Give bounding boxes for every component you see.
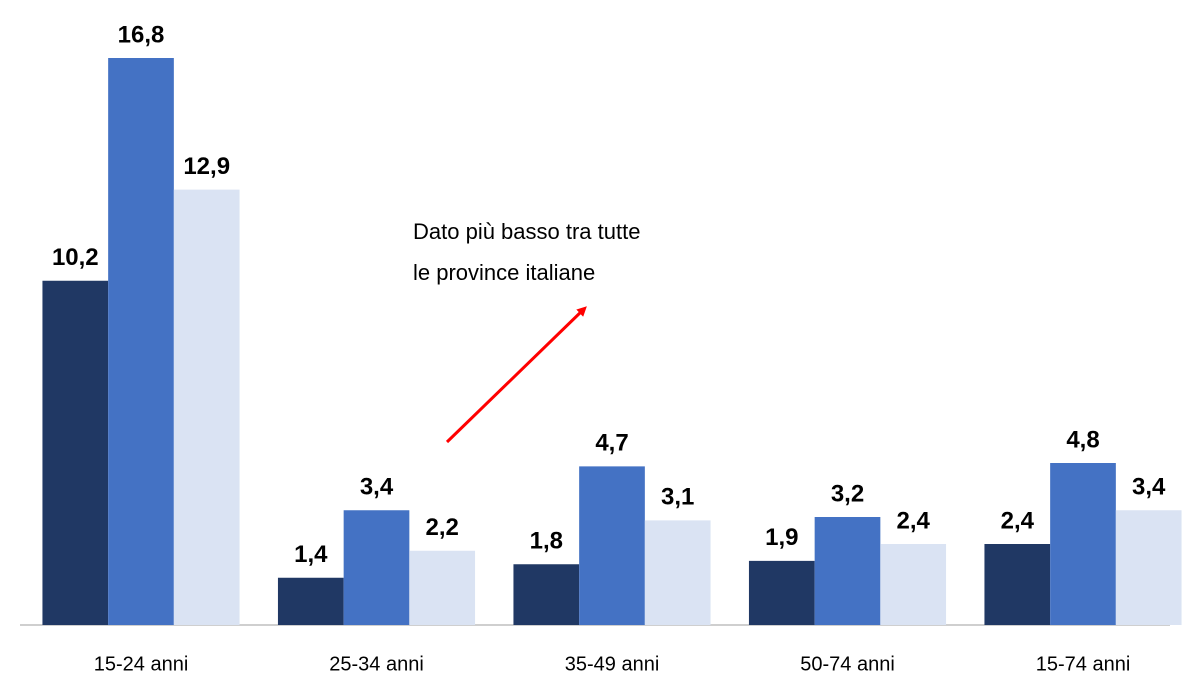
bar [513,564,580,625]
value-label: 2,4 [1001,507,1035,534]
x-tick-label: 15-74 anni [1036,653,1131,675]
value-label: 4,8 [1066,426,1099,453]
value-label: 10,2 [52,244,99,271]
value-label: 1,4 [294,541,328,568]
bar [748,560,815,625]
annotation: le province italiane [413,260,595,285]
x-tick-label: 50-74 anni [800,653,895,675]
x-tick-label: 15-24 anni [94,653,189,675]
annotation-arrow [445,306,587,444]
value-label: 2,4 [897,507,931,534]
bar [173,189,240,625]
value-label: 16,8 [118,21,165,48]
value-label: 3,2 [831,480,864,507]
bar [108,58,174,625]
bar [1115,510,1182,625]
bar [1050,463,1116,625]
bar [579,466,645,625]
bar [644,520,711,625]
bar [880,544,947,625]
value-label: 3,1 [661,484,694,511]
bar [409,550,476,625]
value-label: 4,7 [595,430,628,457]
x-tick-label: 35-49 anni [565,653,660,675]
bar [984,544,1051,625]
bar [814,517,881,625]
value-label: 3,4 [360,474,394,501]
value-label: 2,2 [426,514,459,541]
x-tick-label: 25-34 anni [329,653,424,675]
value-label: 1,8 [530,528,563,555]
bar [277,577,344,625]
value-label: 12,9 [183,153,230,180]
annotation: Dato più basso tra tutte [413,219,640,244]
value-label: 1,9 [765,524,798,551]
value-label: 3,4 [1132,474,1166,501]
bar [343,510,410,625]
bar [42,280,109,625]
